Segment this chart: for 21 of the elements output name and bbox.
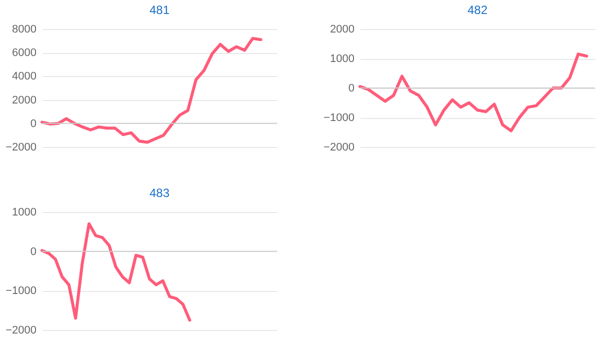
y-tick-label: −1000 xyxy=(324,112,354,124)
y-tick-label: −2000 xyxy=(6,324,36,336)
line-series xyxy=(40,222,192,322)
y-tick-label: 4000 xyxy=(12,70,36,83)
chart-title: 481 xyxy=(149,3,170,17)
y-tick-label: 2000 xyxy=(12,94,36,106)
line-series xyxy=(40,36,262,144)
y-tick-label: 1000 xyxy=(330,53,354,65)
y-tick-label: 6000 xyxy=(12,47,36,60)
y-tick-label: 1000 xyxy=(12,206,36,218)
y-tick-label: 0 xyxy=(30,118,36,130)
y-tick-label: 0 xyxy=(348,82,354,94)
y-tick-label: 8000 xyxy=(12,24,36,36)
y-tick-label: 0 xyxy=(30,246,36,258)
line-series xyxy=(358,52,588,132)
chart-title: 482 xyxy=(467,3,488,17)
chart-title: 483 xyxy=(149,186,170,200)
y-tick-label: −1000 xyxy=(6,285,36,298)
y-tick-label: −2000 xyxy=(324,142,354,154)
y-tick-label: −2000 xyxy=(6,142,36,154)
y-tick-label: 2000 xyxy=(330,24,354,36)
